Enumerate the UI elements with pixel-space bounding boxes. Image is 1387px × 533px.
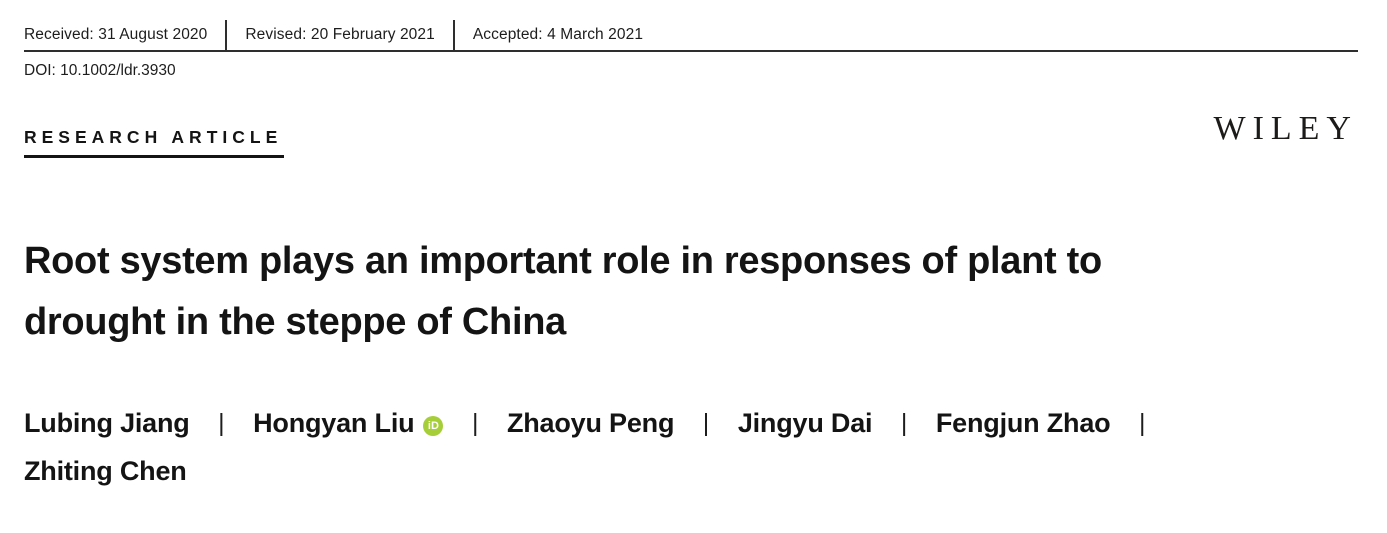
orcid-icon[interactable]: iD — [423, 416, 444, 436]
author-divider: | — [1138, 409, 1146, 437]
author-list: Lubing Jiang | Hongyan Liu iD | Zhaoyu Pe… — [24, 400, 1358, 495]
author-name: Fengjun Zhao — [935, 408, 1111, 438]
header-row: RESEARCH ARTICLE WILEY — [24, 112, 1358, 158]
author-line-2: Zhiting Chen — [24, 448, 1358, 495]
author-name: Hongyan Liu — [253, 408, 415, 438]
article-type-label: RESEARCH ARTICLE — [24, 127, 285, 158]
author-line-1: Lubing Jiang | Hongyan Liu iD | Zhaoyu Pe… — [24, 400, 1358, 448]
metadata-divider — [225, 20, 228, 50]
author-name: Lubing Jiang — [24, 408, 190, 438]
author-name: Zhaoyu Peng — [506, 408, 675, 438]
author-divider: | — [702, 409, 710, 437]
author-name: Zhiting Chen — [24, 456, 187, 486]
article-title: Root system plays an important role in r… — [24, 231, 1334, 353]
received-date: Received: 31 August 2020 — [24, 26, 208, 43]
metadata-divider — [452, 20, 455, 50]
author-divider: | — [900, 409, 908, 437]
accepted-date: Accepted: 4 March 2021 — [472, 26, 644, 43]
revised-date: Revised: 20 February 2021 — [245, 26, 435, 43]
article-title-line1: Root system plays an important role in r… — [24, 240, 1102, 282]
author-divider: | — [218, 409, 225, 437]
doi-text: DOI: 10.1002/ldr.3930 — [24, 62, 176, 79]
metadata-bar: Received: 31 August 2020 Revised: 20 Feb… — [24, 20, 1358, 52]
author-name: Jingyu Dai — [737, 408, 873, 438]
article-title-line2: drought in the steppe of China — [24, 301, 566, 343]
author-divider: | — [471, 409, 479, 437]
wiley-logo: WILEY — [1213, 110, 1358, 147]
